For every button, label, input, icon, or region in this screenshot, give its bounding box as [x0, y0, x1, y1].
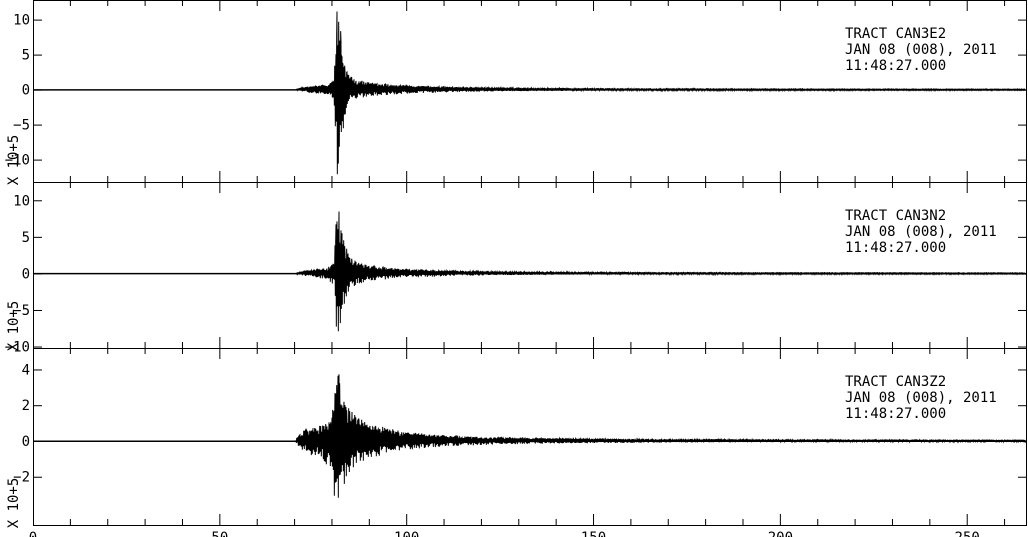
y-tick-label: −2 — [13, 470, 30, 486]
y-tick-label: −5 — [13, 303, 30, 319]
x-tick-labels: 0 50 100 150 200 250 — [29, 530, 980, 537]
time-label: 11:48:27.000 — [845, 406, 946, 422]
x-ticks — [69, 0, 1006, 182]
x-tick-label: 250 — [955, 530, 980, 537]
panel-can3e2: 10 5 0 −5 −10 X 10+5 TRACT CAN3E2 JAN 08… — [5, 0, 1027, 185]
y-tick-label: −10 — [5, 340, 30, 356]
y-tick-label: 0 — [22, 266, 30, 282]
y-ticks — [33, 200, 1027, 348]
station-label: TRACT CAN3Z2 — [845, 374, 946, 390]
y-tick-label: 4 — [22, 362, 30, 378]
x-tick-label: 50 — [211, 530, 228, 537]
y-tick-labels: 10 5 0 −5 −10 — [5, 13, 30, 169]
y-tick-label: −5 — [13, 118, 30, 134]
x-ticks — [69, 182, 1006, 348]
time-label: 11:48:27.000 — [845, 58, 946, 74]
waveform-trace — [33, 211, 1027, 332]
waveform-trace — [33, 374, 1027, 498]
y-tick-label: 2 — [22, 398, 30, 414]
panel-can3n2: 10 5 0 −5 −10 X 10+5 TRACT CAN3N2 JAN 08… — [5, 182, 1027, 356]
waveform-trace — [33, 11, 1027, 175]
y-tick-label: 0 — [22, 434, 30, 450]
date-label: JAN 08 (008), 2011 — [845, 390, 997, 406]
x-tick-label: 150 — [581, 530, 606, 537]
y-tick-label: 5 — [22, 48, 30, 64]
y-tick-labels: 4 2 0 −2 — [13, 362, 30, 485]
panel-frame — [33, 348, 1027, 526]
x-tick-label: 0 — [29, 530, 37, 537]
y-tick-label: 0 — [22, 83, 30, 99]
scale-label: X 10+5 — [6, 478, 22, 529]
y-ticks — [33, 369, 1027, 478]
scale-label: X 10+5 — [6, 301, 22, 352]
x-ticks — [69, 348, 1006, 525]
date-label: JAN 08 (008), 2011 — [845, 42, 997, 58]
time-label: 11:48:27.000 — [845, 240, 946, 256]
x-tick-label: 100 — [394, 530, 419, 537]
y-tick-label: 10 — [13, 193, 30, 209]
y-tick-labels: 10 5 0 −5 −10 — [5, 193, 30, 355]
x-tick-label: 200 — [768, 530, 793, 537]
panel-can3z2: 4 2 0 −2 0 50 100 150 200 250 X 10+5 TRA… — [6, 348, 1027, 537]
y-ticks — [33, 19, 1027, 161]
y-tick-label: −10 — [5, 153, 30, 169]
station-label: TRACT CAN3E2 — [845, 26, 946, 42]
scale-label: X 10+5 — [6, 135, 22, 186]
station-label: TRACT CAN3N2 — [845, 208, 946, 224]
y-tick-label: 5 — [22, 230, 30, 246]
date-label: JAN 08 (008), 2011 — [845, 224, 997, 240]
y-tick-label: 10 — [13, 13, 30, 29]
